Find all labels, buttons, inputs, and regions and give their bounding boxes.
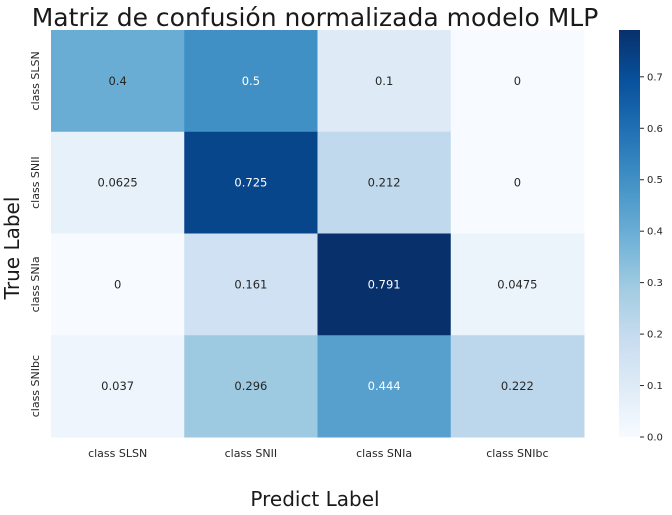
cell-value-label: 0.5 — [242, 74, 260, 88]
y-tick-label: class SLSN — [29, 51, 42, 110]
cell-value-label: 0 — [514, 176, 521, 190]
colorbar-tick-label: 0.7 — [647, 72, 663, 83]
heatmap-cell — [317, 335, 452, 438]
y-tick-label: class SNIbc — [29, 355, 42, 417]
chart-title: Matriz de confusión normalizada modelo M… — [32, 3, 599, 32]
colorbar-tick-label: 0.1 — [647, 381, 663, 392]
y-tick-label: class SNIa — [29, 256, 42, 312]
colorbar-tick-label: 0.6 — [647, 124, 663, 135]
x-tick-label: class SNII — [225, 447, 278, 460]
cell-value-label: 0.296 — [234, 379, 267, 393]
y-tick-label: class SNII — [29, 156, 42, 209]
colorbar-tick-label: 0.0 — [647, 433, 663, 444]
x-tick-label: class SNIa — [356, 447, 412, 460]
heatmap-cell — [51, 30, 185, 133]
colorbar-tick-label: 0.3 — [647, 278, 663, 289]
heatmap-cell — [450, 131, 585, 234]
cell-value-label: 0.161 — [234, 277, 267, 291]
heatmap-cell — [51, 233, 185, 336]
cell-value-label: 0.222 — [501, 379, 534, 393]
colorbar-tick-label: 0.5 — [647, 175, 663, 186]
cell-value-label: 0.791 — [368, 277, 401, 291]
colorbar — [619, 30, 640, 437]
heatmap-cell — [51, 131, 185, 234]
cell-value-label: 0 — [114, 277, 121, 291]
y-axis-label: True Label — [0, 197, 24, 301]
cell-value-label: 0.212 — [368, 176, 401, 190]
cell-value-label: 0.4 — [108, 74, 126, 88]
x-tick-label: class SLSN — [88, 447, 147, 460]
colorbar-tick-label: 0.4 — [647, 227, 663, 238]
heatmap-cell — [450, 233, 585, 336]
cell-value-label: 0.037 — [101, 379, 134, 393]
heatmap-cell — [184, 30, 318, 133]
heatmap-cell — [317, 30, 452, 133]
cell-value-label: 0.444 — [368, 379, 401, 393]
heatmap-cell — [450, 30, 585, 133]
heatmap-cell — [184, 131, 318, 234]
colorbar-tick-label: 0.2 — [647, 330, 663, 341]
cell-value-label: 0 — [514, 74, 521, 88]
x-tick-label: class SNIbc — [486, 447, 548, 460]
heatmap-cell — [184, 233, 318, 336]
cell-value-label: 0.1 — [375, 74, 393, 88]
heatmap-cell — [51, 335, 185, 438]
heatmap-cell — [317, 131, 452, 234]
cell-value-label: 0.725 — [234, 176, 267, 190]
heatmap-cell — [450, 335, 585, 438]
cell-value-label: 0.0475 — [497, 277, 537, 291]
heatmap-cell — [317, 233, 452, 336]
heatmap-cell — [184, 335, 318, 438]
cell-value-label: 0.0625 — [98, 176, 138, 190]
x-axis-label: Predict Label — [250, 487, 379, 511]
